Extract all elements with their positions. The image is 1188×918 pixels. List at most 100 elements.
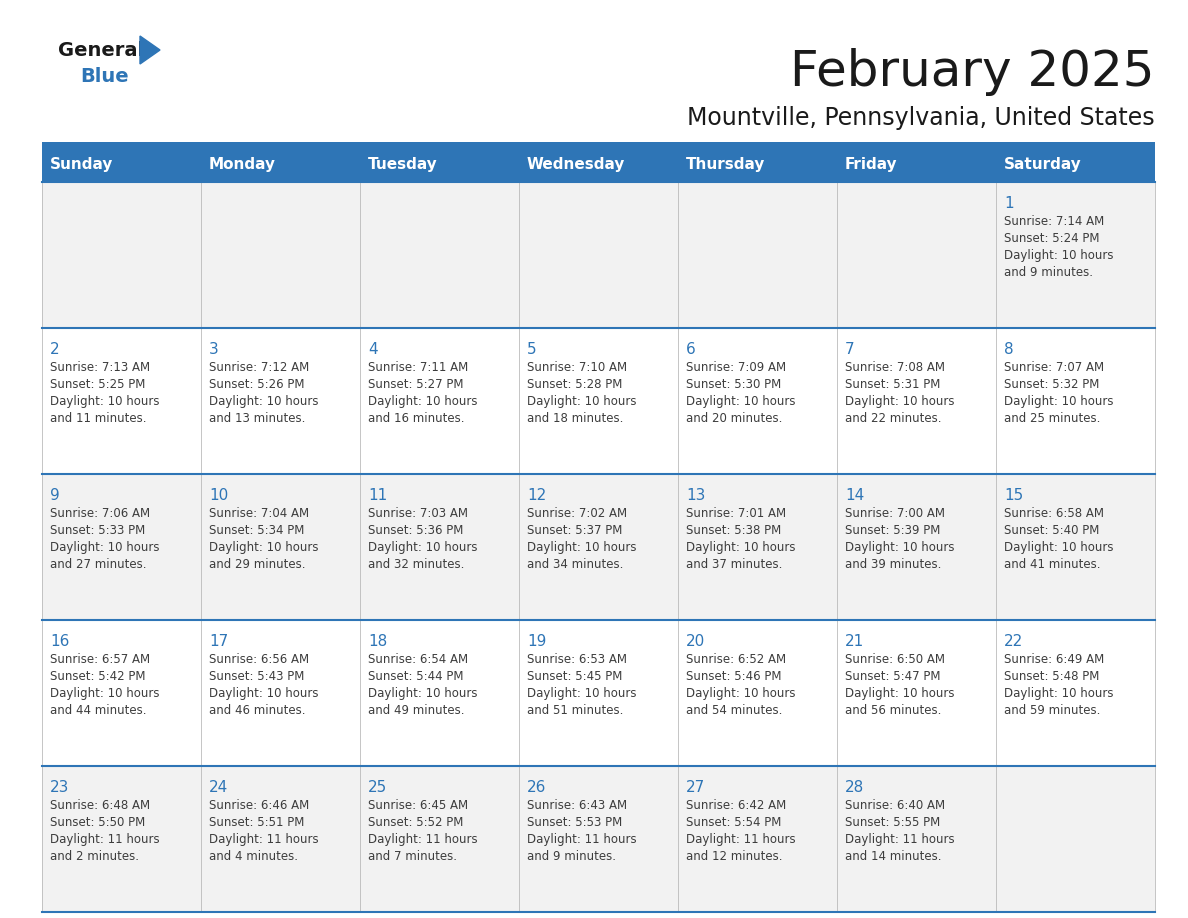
Text: Daylight: 11 hours: Daylight: 11 hours <box>209 833 318 846</box>
Bar <box>42 182 1155 328</box>
Text: Sunrise: 7:12 AM: Sunrise: 7:12 AM <box>209 361 309 374</box>
Text: 19: 19 <box>527 634 546 649</box>
Text: 9: 9 <box>50 488 59 503</box>
Text: 2: 2 <box>50 342 59 357</box>
Text: and 32 minutes.: and 32 minutes. <box>368 558 465 571</box>
Text: Sunrise: 6:42 AM: Sunrise: 6:42 AM <box>685 799 786 812</box>
Text: and 9 minutes.: and 9 minutes. <box>527 850 617 863</box>
Text: Daylight: 10 hours: Daylight: 10 hours <box>845 687 954 700</box>
Text: Sunset: 5:26 PM: Sunset: 5:26 PM <box>209 378 304 391</box>
Text: Daylight: 10 hours: Daylight: 10 hours <box>685 541 796 554</box>
Text: Daylight: 10 hours: Daylight: 10 hours <box>527 687 637 700</box>
Text: Daylight: 10 hours: Daylight: 10 hours <box>1004 249 1113 262</box>
Bar <box>42 474 1155 620</box>
Bar <box>42 146 1155 182</box>
Text: Daylight: 11 hours: Daylight: 11 hours <box>685 833 796 846</box>
Text: and 7 minutes.: and 7 minutes. <box>368 850 457 863</box>
Text: 4: 4 <box>368 342 378 357</box>
Text: and 2 minutes.: and 2 minutes. <box>50 850 139 863</box>
Text: Daylight: 10 hours: Daylight: 10 hours <box>368 687 478 700</box>
Text: Sunrise: 7:09 AM: Sunrise: 7:09 AM <box>685 361 786 374</box>
Text: 13: 13 <box>685 488 706 503</box>
Text: Sunrise: 6:45 AM: Sunrise: 6:45 AM <box>368 799 468 812</box>
Text: Sunset: 5:52 PM: Sunset: 5:52 PM <box>368 816 463 829</box>
Text: and 14 minutes.: and 14 minutes. <box>845 850 942 863</box>
Text: Sunset: 5:32 PM: Sunset: 5:32 PM <box>1004 378 1099 391</box>
Text: Sunrise: 6:50 AM: Sunrise: 6:50 AM <box>845 653 944 666</box>
Text: Daylight: 10 hours: Daylight: 10 hours <box>209 395 318 408</box>
Text: Sunrise: 7:03 AM: Sunrise: 7:03 AM <box>368 507 468 520</box>
Text: Daylight: 10 hours: Daylight: 10 hours <box>1004 541 1113 554</box>
Bar <box>42 328 1155 474</box>
Text: 18: 18 <box>368 634 387 649</box>
Text: Sunrise: 7:06 AM: Sunrise: 7:06 AM <box>50 507 150 520</box>
Text: Sunset: 5:37 PM: Sunset: 5:37 PM <box>527 524 623 537</box>
Text: and 49 minutes.: and 49 minutes. <box>368 704 465 717</box>
Text: Daylight: 10 hours: Daylight: 10 hours <box>368 541 478 554</box>
Text: and 20 minutes.: and 20 minutes. <box>685 412 783 425</box>
Text: Sunrise: 6:53 AM: Sunrise: 6:53 AM <box>527 653 627 666</box>
Text: Tuesday: Tuesday <box>368 156 437 172</box>
Text: Daylight: 11 hours: Daylight: 11 hours <box>845 833 955 846</box>
Text: Sunset: 5:38 PM: Sunset: 5:38 PM <box>685 524 782 537</box>
Text: Sunset: 5:31 PM: Sunset: 5:31 PM <box>845 378 941 391</box>
Text: Sunday: Sunday <box>50 156 113 172</box>
Text: Sunset: 5:40 PM: Sunset: 5:40 PM <box>1004 524 1099 537</box>
Text: 27: 27 <box>685 780 706 795</box>
Text: Daylight: 11 hours: Daylight: 11 hours <box>527 833 637 846</box>
Bar <box>42 142 1155 146</box>
Text: Daylight: 10 hours: Daylight: 10 hours <box>50 395 159 408</box>
Text: Daylight: 10 hours: Daylight: 10 hours <box>685 395 796 408</box>
Text: and 4 minutes.: and 4 minutes. <box>209 850 298 863</box>
Text: Sunrise: 7:14 AM: Sunrise: 7:14 AM <box>1004 215 1105 228</box>
Text: and 16 minutes.: and 16 minutes. <box>368 412 465 425</box>
Text: and 46 minutes.: and 46 minutes. <box>209 704 305 717</box>
Text: Sunset: 5:39 PM: Sunset: 5:39 PM <box>845 524 941 537</box>
Text: 7: 7 <box>845 342 854 357</box>
Text: 21: 21 <box>845 634 864 649</box>
Text: Thursday: Thursday <box>685 156 765 172</box>
Text: Sunset: 5:44 PM: Sunset: 5:44 PM <box>368 670 463 683</box>
Text: Mountville, Pennsylvania, United States: Mountville, Pennsylvania, United States <box>688 106 1155 130</box>
Text: Sunrise: 7:08 AM: Sunrise: 7:08 AM <box>845 361 944 374</box>
Text: Sunrise: 7:04 AM: Sunrise: 7:04 AM <box>209 507 309 520</box>
Text: Sunrise: 6:58 AM: Sunrise: 6:58 AM <box>1004 507 1104 520</box>
Text: Sunrise: 7:11 AM: Sunrise: 7:11 AM <box>368 361 468 374</box>
Text: 22: 22 <box>1004 634 1023 649</box>
Text: Sunrise: 6:48 AM: Sunrise: 6:48 AM <box>50 799 150 812</box>
Text: Sunset: 5:48 PM: Sunset: 5:48 PM <box>1004 670 1099 683</box>
Text: Sunset: 5:36 PM: Sunset: 5:36 PM <box>368 524 463 537</box>
Text: Sunset: 5:46 PM: Sunset: 5:46 PM <box>685 670 782 683</box>
Text: and 37 minutes.: and 37 minutes. <box>685 558 783 571</box>
Text: and 9 minutes.: and 9 minutes. <box>1004 266 1093 279</box>
Text: Daylight: 11 hours: Daylight: 11 hours <box>50 833 159 846</box>
Text: and 39 minutes.: and 39 minutes. <box>845 558 941 571</box>
Text: General: General <box>58 40 144 60</box>
Text: Daylight: 10 hours: Daylight: 10 hours <box>1004 395 1113 408</box>
Text: Sunset: 5:51 PM: Sunset: 5:51 PM <box>209 816 304 829</box>
Text: 17: 17 <box>209 634 228 649</box>
Text: Sunrise: 7:13 AM: Sunrise: 7:13 AM <box>50 361 150 374</box>
Text: Daylight: 10 hours: Daylight: 10 hours <box>527 395 637 408</box>
Polygon shape <box>140 36 160 64</box>
Text: Sunrise: 6:52 AM: Sunrise: 6:52 AM <box>685 653 786 666</box>
Text: and 34 minutes.: and 34 minutes. <box>527 558 624 571</box>
Text: Sunrise: 6:46 AM: Sunrise: 6:46 AM <box>209 799 309 812</box>
Text: Sunset: 5:45 PM: Sunset: 5:45 PM <box>527 670 623 683</box>
Text: and 27 minutes.: and 27 minutes. <box>50 558 146 571</box>
Text: Daylight: 10 hours: Daylight: 10 hours <box>845 541 954 554</box>
Text: and 44 minutes.: and 44 minutes. <box>50 704 146 717</box>
Text: 5: 5 <box>527 342 537 357</box>
Text: 8: 8 <box>1004 342 1013 357</box>
Text: Monday: Monday <box>209 156 276 172</box>
Text: Sunset: 5:28 PM: Sunset: 5:28 PM <box>527 378 623 391</box>
Text: 28: 28 <box>845 780 864 795</box>
Text: and 51 minutes.: and 51 minutes. <box>527 704 624 717</box>
Text: Sunrise: 6:54 AM: Sunrise: 6:54 AM <box>368 653 468 666</box>
Text: Sunrise: 7:10 AM: Sunrise: 7:10 AM <box>527 361 627 374</box>
Text: and 22 minutes.: and 22 minutes. <box>845 412 942 425</box>
Text: and 56 minutes.: and 56 minutes. <box>845 704 941 717</box>
Text: 3: 3 <box>209 342 219 357</box>
Text: Sunrise: 7:02 AM: Sunrise: 7:02 AM <box>527 507 627 520</box>
Text: Sunset: 5:47 PM: Sunset: 5:47 PM <box>845 670 941 683</box>
